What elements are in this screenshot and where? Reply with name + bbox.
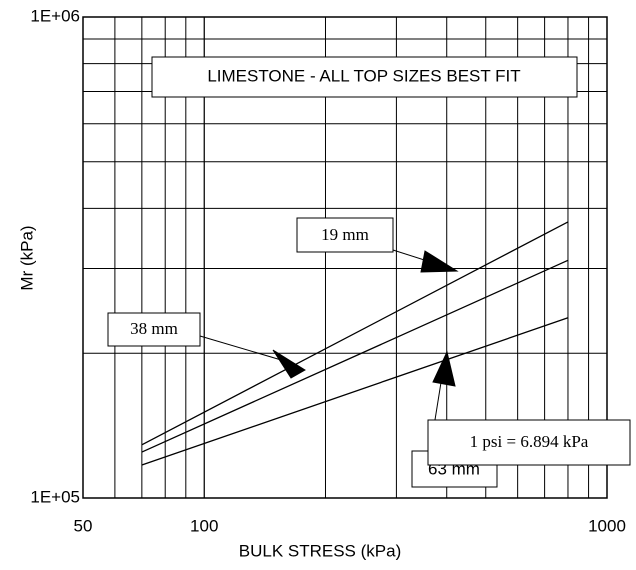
series-line — [141, 259, 569, 453]
series-label: 38 mm — [130, 319, 178, 338]
x-tick-label: 1000 — [588, 516, 626, 535]
x-tick-label: 100 — [190, 516, 218, 535]
x-axis-label: BULK STRESS (kPa) — [239, 541, 402, 560]
y-tick-label: 1E+05 — [30, 487, 80, 506]
arrows — [199, 249, 459, 452]
series-line — [141, 221, 569, 446]
x-tick-label: 50 — [74, 516, 93, 535]
arrow — [199, 335, 289, 363]
plot-frame — [82, 16, 608, 499]
y-axis-label: Mr (kPa) — [17, 225, 36, 290]
label-box — [296, 217, 394, 253]
chart-title: LIMESTONE - ALL TOP SIZES BEST FIT — [207, 66, 520, 85]
arrowhead — [272, 349, 306, 379]
note-box — [427, 419, 631, 466]
lines — [141, 221, 569, 466]
label-box — [107, 312, 201, 347]
y-tick-label: 1E+06 — [30, 6, 80, 25]
title-box — [151, 56, 578, 98]
note: 1 psi = 6.894 kPa — [470, 432, 589, 451]
arrowhead — [432, 350, 456, 387]
series-label: 19 mm — [321, 225, 369, 244]
series-line — [141, 317, 569, 466]
arrowhead — [420, 250, 459, 273]
